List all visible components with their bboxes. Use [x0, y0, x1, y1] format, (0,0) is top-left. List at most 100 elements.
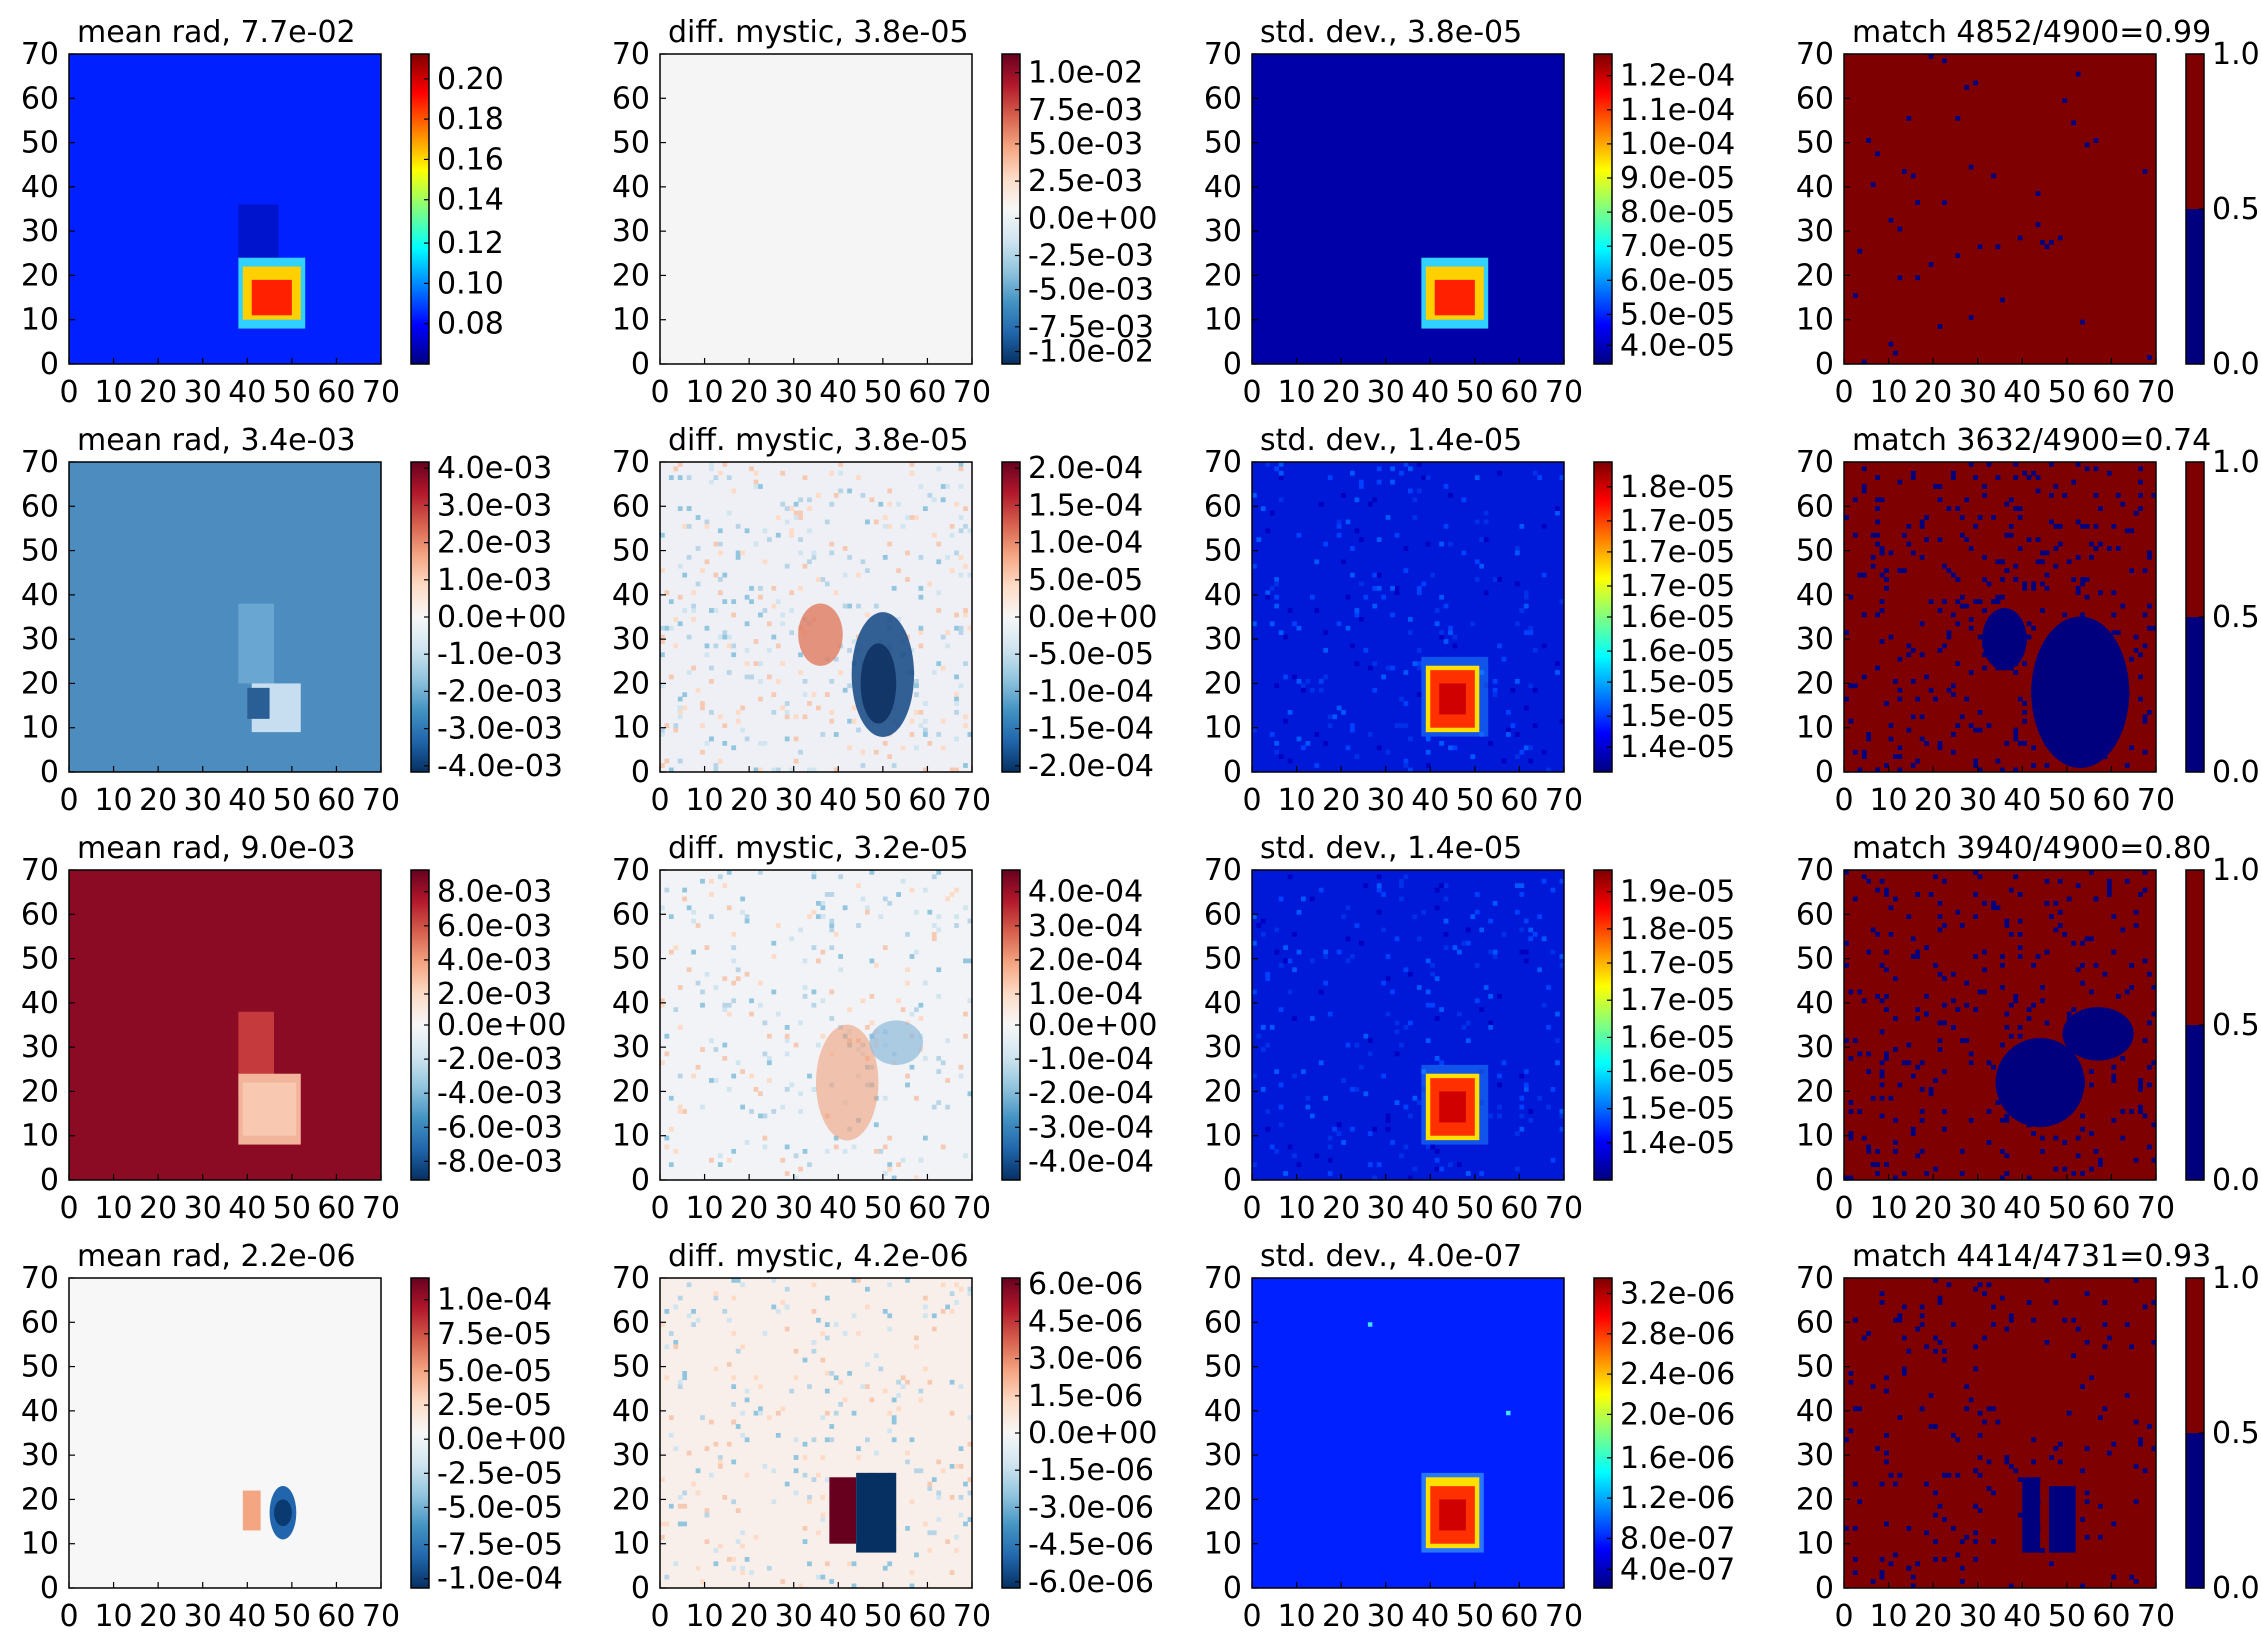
heatmap-background: [660, 870, 972, 1180]
heatmap-region: [856, 1472, 897, 1553]
x-tick-label: 70: [953, 375, 991, 410]
colorbar-tick-label: 0.0e+00: [1028, 600, 1157, 635]
colorbar-tick-label: 0.08: [437, 307, 504, 342]
heatmap-region: [2022, 1477, 2041, 1553]
y-tick-label: 70: [612, 853, 650, 888]
x-tick-label: 70: [362, 1191, 400, 1226]
y-tick-label: 10: [1796, 1527, 1834, 1562]
x-tick-label: 60: [1500, 1599, 1538, 1632]
colorbar-tick-label: 2.0e-04: [1028, 943, 1143, 978]
heatmap-image: [1252, 54, 1564, 364]
colorbar-tick-label: 7.0e-05: [1620, 229, 1735, 264]
y-tick-label: 50: [612, 1350, 650, 1385]
plot-frame: [1251, 53, 1565, 365]
colorbar-tick-label: 1.7e-05: [1620, 504, 1735, 539]
colorbar-tick-label: 1.8e-05: [1620, 912, 1735, 947]
x-tick-label: 0: [59, 783, 78, 818]
x-tick-label: 10: [94, 1191, 132, 1226]
y-tick-label: 50: [1204, 126, 1242, 161]
heatmap-background: [1252, 54, 1564, 364]
y-tick-label: 30: [612, 214, 650, 249]
heatmap-panel: std. dev., 1.4e-050010102020303040405050…: [1204, 423, 1735, 818]
heatmap-dot: [1367, 1322, 1373, 1327]
y-tick-label: 30: [1204, 1438, 1242, 1473]
colorbar-tick-label: -1.0e-02: [1028, 335, 1154, 370]
y-tick-label: 10: [1796, 303, 1834, 338]
y-tick-label: 20: [21, 1074, 59, 1109]
colorbar-tick-label: 0.0: [2212, 1571, 2260, 1606]
y-tick-label: 0: [1223, 1571, 1242, 1606]
colorbar-tick-label: -5.0e-05: [1028, 637, 1154, 672]
colorbar: [1593, 53, 1613, 365]
y-tick-label: 30: [1796, 1438, 1834, 1473]
plot-frame: [659, 869, 973, 1181]
x-tick-label: 0: [59, 375, 78, 410]
y-tick-label: 10: [1796, 1119, 1834, 1154]
heatmap-image: [1252, 462, 1564, 772]
x-tick-label: 60: [2092, 1191, 2130, 1226]
y-tick-label: 10: [1204, 711, 1242, 746]
panel-title: diff. mystic, 3.8e-05: [668, 15, 969, 50]
heatmap-background: [69, 462, 381, 772]
x-tick-label: 30: [184, 783, 222, 818]
y-tick-label: 40: [1204, 578, 1242, 613]
x-tick-label: 30: [184, 1191, 222, 1226]
y-tick-label: 60: [1204, 1305, 1242, 1340]
x-tick-label: 70: [1545, 1599, 1583, 1632]
heatmap-image: [660, 870, 972, 1180]
colorbar-tick-label: 1.8e-05: [1620, 470, 1735, 505]
colorbar-tick-label: 1.0: [2212, 1261, 2260, 1296]
x-tick-label: 60: [908, 1599, 946, 1632]
colorbar-tick-label: 1.7e-05: [1620, 983, 1735, 1018]
y-tick-label: 70: [1204, 445, 1242, 480]
colorbar-tick-label: 0.10: [437, 266, 504, 301]
y-tick-label: 50: [21, 126, 59, 161]
x-tick-label: 30: [184, 1599, 222, 1632]
x-tick-label: 10: [1869, 1599, 1907, 1632]
panel-title: mean rad, 3.4e-03: [77, 423, 356, 458]
colorbar-tick-label: 8.0e-05: [1620, 195, 1735, 230]
x-tick-label: 0: [650, 783, 669, 818]
y-tick-label: 0: [40, 755, 59, 790]
y-tick-label: 20: [1204, 1482, 1242, 1517]
x-tick-label: 70: [2137, 1599, 2175, 1632]
panel-title: mean rad, 7.7e-02: [77, 15, 356, 50]
x-tick-label: 40: [1411, 783, 1449, 818]
y-tick-label: 30: [21, 1438, 59, 1473]
heatmap-region: [2031, 616, 2130, 769]
y-tick-label: 10: [1796, 711, 1834, 746]
x-tick-label: 0: [1242, 1191, 1261, 1226]
x-tick-label: 70: [1545, 783, 1583, 818]
y-tick-label: 30: [1204, 1030, 1242, 1065]
plot-frame: [68, 53, 382, 365]
x-tick-label: 70: [2137, 1191, 2175, 1226]
x-tick-label: 30: [1367, 375, 1405, 410]
colorbar-tick-label: 0.5: [2212, 1008, 2260, 1043]
heatmap-region: [242, 1082, 297, 1136]
x-tick-label: 20: [139, 1599, 177, 1632]
y-tick-label: 0: [1815, 1571, 1834, 1606]
panel-title: match 3632/4900=0.74: [1852, 423, 2211, 458]
colorbar-tick-label: 1.0e-02: [1028, 56, 1143, 91]
y-tick-label: 60: [612, 897, 650, 932]
heatmap-noise: [1852, 54, 2152, 364]
heatmap-region: [1982, 607, 2027, 671]
colorbar: [1001, 53, 1021, 365]
plot-frame: [659, 461, 973, 773]
heatmap-image: [69, 462, 381, 772]
y-tick-label: 20: [1204, 666, 1242, 701]
x-tick-label: 50: [273, 375, 311, 410]
heatmap-region: [1434, 279, 1475, 316]
colorbar-tick-label: 9.0e-05: [1620, 161, 1735, 196]
colorbar: [410, 1277, 430, 1589]
heatmap-panel: std. dev., 1.4e-050010102020303040405050…: [1204, 831, 1735, 1226]
x-tick-label: 20: [1914, 1599, 1952, 1632]
colorbar-tick-label: 4.0e-07: [1620, 1552, 1735, 1587]
y-tick-label: 20: [1796, 258, 1834, 293]
y-tick-label: 60: [612, 1305, 650, 1340]
colorbar-tick-label: 0.5: [2212, 1416, 2260, 1451]
heatmap-region: [247, 687, 270, 719]
heatmap-noise: [1844, 870, 2156, 1180]
x-tick-label: 40: [2003, 375, 2041, 410]
y-tick-label: 30: [21, 1030, 59, 1065]
